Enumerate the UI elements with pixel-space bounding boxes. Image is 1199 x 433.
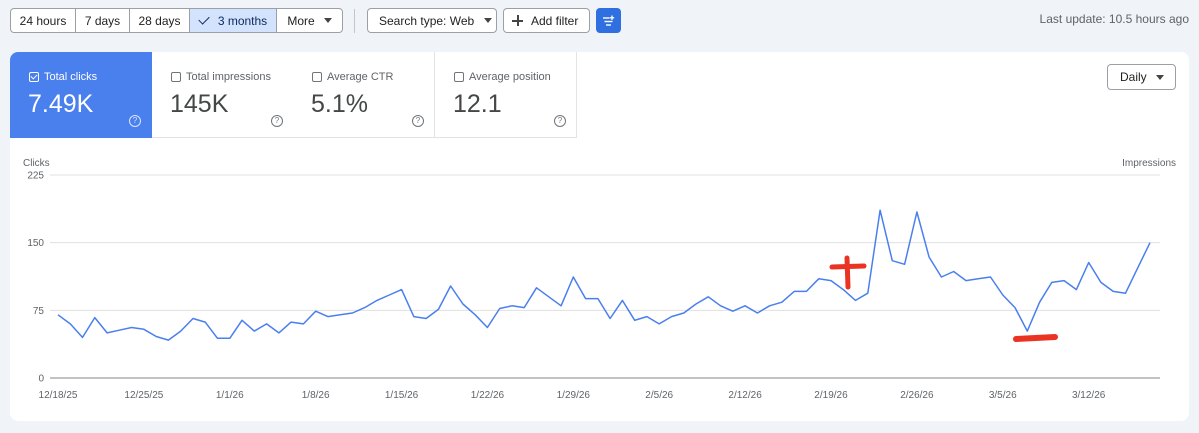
y-tick-label: 150 [27,238,44,249]
range-24-hours-button[interactable]: 24 hours [11,9,76,32]
y-tick-label: 0 [38,374,44,385]
x-tick-label: 2/12/26 [728,390,762,401]
x-tick-label: 1/22/26 [471,390,505,401]
annotation-plus-mark [829,255,867,290]
toolbar-divider [354,9,355,33]
x-tick-label: 1/15/26 [385,390,419,401]
x-tick-label: 2/5/26 [645,390,673,401]
checkbox-icon[interactable] [171,72,181,82]
metric-label: Total impressions [186,71,271,83]
range-label: 28 days [138,13,181,28]
x-tick-label: 2/26/26 [900,390,934,401]
metric-value: 145K [170,90,229,118]
metric-label: Average position [469,71,551,83]
help-icon[interactable]: ? [554,115,566,127]
range-label: More [287,13,315,28]
range-28-days-button[interactable]: 28 days [130,9,190,32]
plus-icon [512,15,523,26]
metric-header: Average CTR [312,71,393,83]
range-label: 24 hours [19,13,67,28]
y-tick-label: 225 [27,171,44,182]
performance-card: Total clicks 7.49K ? Total impressions 1… [10,52,1189,421]
x-tick-label: 1/8/26 [302,390,330,401]
x-tick-label: 2/19/26 [814,390,848,401]
x-tick-label: 12/18/25 [39,390,78,401]
clicks-series-line [57,209,1151,341]
clicks-line-chart: Clicks Impressions 225 150 75 0 12/18/25 12/2… [23,158,1176,401]
range-3-months-button[interactable]: 3 months [190,9,277,32]
x-tick-label: 1/29/26 [557,390,591,401]
add-filter-button[interactable]: Add filter [503,8,590,33]
y-axis-title: Clicks [23,158,50,169]
metric-tile-average-position[interactable]: Average position 12.1 ? [435,52,577,138]
metric-header: Total clicks [29,71,97,83]
metric-value: 7.49K [28,90,94,118]
filter-settings-button[interactable] [596,8,621,33]
add-filter-label: Add filter [531,13,579,28]
toolbar: 24 hours 7 days 28 days 3 months More Se… [0,0,1199,42]
range-more-button[interactable]: More [277,9,342,32]
check-icon [198,13,210,25]
x-tick-label: 3/5/26 [989,390,1017,401]
range-label: 3 months [217,13,268,28]
y2-axis-title: Impressions [1122,158,1176,169]
granularity-dropdown[interactable]: Daily [1107,64,1176,90]
metric-header: Total impressions [171,71,271,83]
metric-tile-total-clicks[interactable]: Total clicks 7.49K ? [10,52,152,138]
x-tick-label: 3/12/26 [1072,390,1106,401]
date-range-selector: 24 hours 7 days 28 days 3 months More [10,8,343,33]
range-label: 7 days [84,13,121,28]
metric-value: 5.1% [311,90,368,118]
checkbox-icon[interactable] [454,72,464,82]
metric-tile-average-ctr[interactable]: Average CTR 5.1% ? [293,52,435,138]
search-type-dropdown[interactable]: Search type: Web [367,8,497,33]
checkbox-icon[interactable] [312,72,322,82]
metric-value: 12.1 [453,90,502,118]
chevron-down-icon [323,18,332,23]
search-type-label: Search type: Web [379,13,475,28]
metric-tile-total-impressions[interactable]: Total impressions 145K ? [152,52,294,138]
y-tick-label: 75 [33,306,45,317]
last-update-text: Last update: 10.5 hours ago [1039,12,1189,26]
help-icon[interactable]: ? [129,115,141,127]
annotation-minus-mark [1013,334,1058,342]
checkbox-icon[interactable] [29,72,39,82]
metric-label: Total clicks [44,71,98,83]
help-icon[interactable]: ? [271,115,283,127]
filter-settings-icon [603,15,615,26]
x-tick-label: 12/25/25 [124,390,163,401]
metric-label: Average CTR [327,71,394,83]
metric-header: Average position [454,71,551,83]
granularity-label: Daily [1120,70,1147,84]
x-tick-label: 1/1/26 [216,390,244,401]
chevron-down-icon [484,18,493,23]
help-icon[interactable]: ? [412,115,424,127]
range-7-days-button[interactable]: 7 days [76,9,130,32]
chevron-down-icon [1156,75,1164,80]
